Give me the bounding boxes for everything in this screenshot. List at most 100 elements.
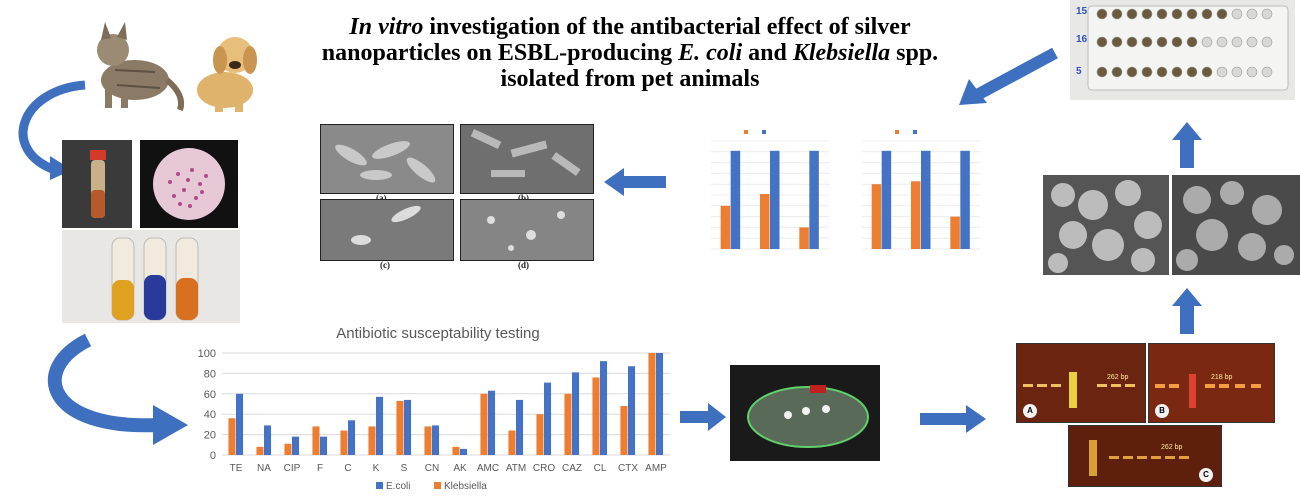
plate-well bbox=[1186, 36, 1198, 48]
x-tick-label: CAZ bbox=[562, 463, 582, 474]
x-tick-label: K bbox=[373, 463, 380, 474]
nanoparticle-bar bbox=[760, 194, 770, 249]
swab-tube-image bbox=[62, 140, 132, 228]
klebsiella-bar bbox=[592, 377, 600, 455]
klebsiella-bar bbox=[368, 426, 376, 455]
bp-label: 262 bp bbox=[1107, 374, 1129, 381]
sem-caption-b: (b) bbox=[518, 193, 529, 203]
nanoparticle-bar bbox=[881, 150, 892, 249]
ecoli-bar bbox=[236, 393, 244, 455]
ecoli-bar bbox=[656, 353, 664, 455]
y-tick-label: 100 bbox=[198, 348, 216, 360]
x-tick-label: F bbox=[317, 463, 323, 474]
nanoparticle-bar bbox=[911, 181, 921, 249]
klebsiella-bar bbox=[284, 443, 292, 455]
nanoparticle-bar bbox=[871, 184, 882, 249]
klebsiella-bar bbox=[256, 446, 264, 455]
plate-well bbox=[1231, 8, 1243, 20]
x-tick-label: CIP bbox=[284, 463, 301, 474]
plate-well bbox=[1231, 36, 1243, 48]
gel-label-a: A bbox=[1023, 404, 1037, 418]
plate-well bbox=[1216, 36, 1228, 48]
arrow-to-sem bbox=[604, 168, 666, 196]
plate-well bbox=[1261, 8, 1273, 20]
plate-row-label: 15 bbox=[1076, 6, 1088, 17]
x-tick-label: AMP bbox=[645, 463, 667, 474]
klebsiella-bar bbox=[564, 393, 572, 455]
plate-row-label: 16 bbox=[1076, 34, 1088, 45]
ecoli-bar bbox=[292, 436, 300, 455]
x-tick-label: C bbox=[344, 463, 351, 474]
klebsiella-bar bbox=[536, 414, 544, 455]
plate-well bbox=[1171, 8, 1183, 20]
y-tick-label: 0 bbox=[210, 450, 216, 462]
nanoparticle-sem-image-2 bbox=[1172, 175, 1300, 275]
gel-label-b: B bbox=[1155, 404, 1169, 418]
disk-diffusion-plate-image bbox=[730, 365, 880, 461]
nanoparticle-bar bbox=[921, 150, 931, 249]
plate-well bbox=[1261, 66, 1273, 78]
legend-swatch-ecoli bbox=[376, 482, 383, 489]
x-tick-label: CRO bbox=[533, 463, 555, 474]
sem-caption-d: (d) bbox=[518, 260, 529, 270]
page-title: In vitro investigation of the antibacter… bbox=[300, 14, 960, 92]
x-tick-label: CL bbox=[594, 463, 607, 474]
legend-label-klebsiella: Klebsiella bbox=[444, 481, 487, 492]
arrow-up-to-nanoparticles bbox=[1172, 288, 1202, 334]
ecoli-bar bbox=[544, 382, 552, 455]
curved-arrow-2 bbox=[47, 333, 188, 445]
plate-well bbox=[1156, 8, 1168, 20]
arrow-to-gels bbox=[920, 405, 986, 433]
plate-well bbox=[1141, 36, 1153, 48]
title-part: investigation of the antibacterial effec… bbox=[321, 14, 911, 66]
plate-well bbox=[1201, 66, 1213, 78]
ecoli-bar bbox=[460, 448, 468, 455]
plate-well bbox=[1111, 36, 1123, 48]
ecoli-bar bbox=[516, 399, 524, 455]
arrow-up-to-plate bbox=[1172, 122, 1202, 168]
sem-caption-a: (a) bbox=[376, 193, 387, 203]
plate-well bbox=[1096, 8, 1108, 20]
sem-image-d bbox=[460, 199, 594, 261]
title-part: In vitro bbox=[349, 14, 424, 40]
pcr-gel-image-a: 262 bp A bbox=[1016, 343, 1146, 423]
legend-label-ecoli: E.coli bbox=[386, 481, 410, 492]
plate-well bbox=[1141, 8, 1153, 20]
gel-label-c: C bbox=[1199, 468, 1213, 482]
ecoli-bar bbox=[488, 390, 496, 455]
legend-swatch bbox=[895, 130, 899, 134]
klebsiella-nanoparticle-chart bbox=[862, 130, 980, 250]
title-part: spp. isolated from pet animals bbox=[500, 40, 939, 92]
y-tick-label: 60 bbox=[204, 389, 216, 401]
ecoli-nanoparticle-chart bbox=[711, 130, 829, 250]
sem-image-c bbox=[320, 199, 454, 261]
plate-well bbox=[1156, 66, 1168, 78]
plate-well bbox=[1246, 36, 1258, 48]
y-tick-label: 20 bbox=[204, 430, 216, 442]
sem-image-a bbox=[320, 124, 454, 194]
microtiter-plate-image: 15 16 5 bbox=[1070, 0, 1295, 100]
sem-image-b bbox=[460, 124, 594, 194]
ecoli-bar bbox=[432, 425, 440, 455]
nanoparticle-bar bbox=[809, 150, 819, 249]
x-tick-label: CTX bbox=[618, 463, 638, 474]
antibiotic-susceptibility-chart: Antibiotic susceptability testing 0 20 40 6… bbox=[198, 325, 670, 492]
y-tick-label: 80 bbox=[204, 368, 216, 380]
nanoparticle-bar bbox=[730, 150, 741, 249]
klebsiella-bar bbox=[480, 393, 488, 455]
ecoli-bar bbox=[376, 396, 384, 455]
x-tick-label: AMC bbox=[477, 463, 499, 474]
pcr-gel-image-c: 262 bp C bbox=[1068, 425, 1222, 487]
ecoli-bar bbox=[628, 366, 636, 455]
legend-swatch bbox=[744, 130, 748, 134]
ecoli-bar bbox=[572, 372, 580, 455]
ecoli-bar bbox=[404, 399, 412, 455]
plate-well bbox=[1201, 36, 1213, 48]
nanoparticle-bar bbox=[770, 150, 780, 249]
bp-label: 262 bp bbox=[1161, 444, 1183, 451]
x-tick-label: AK bbox=[453, 463, 467, 474]
cat-illustration bbox=[97, 22, 185, 111]
plate-well bbox=[1126, 36, 1138, 48]
klebsiella-bar bbox=[312, 426, 320, 455]
plate-well bbox=[1246, 8, 1258, 20]
